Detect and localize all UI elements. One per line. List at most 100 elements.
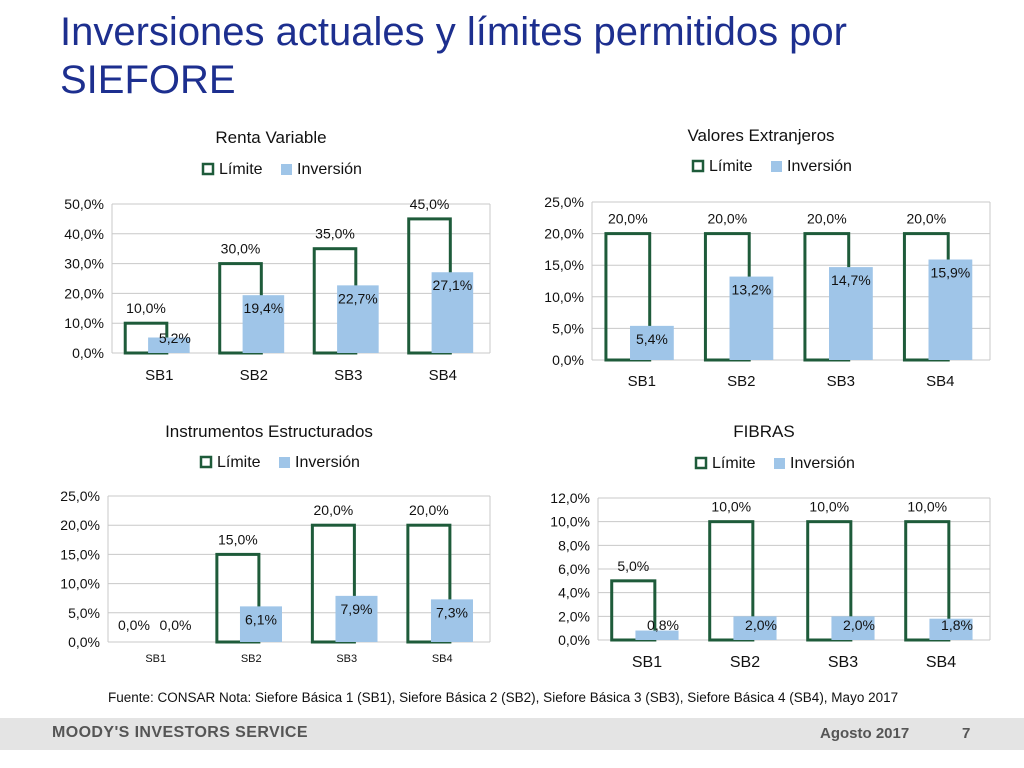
legend: Límite Inversión xyxy=(691,158,852,175)
data-label-inversion-sb4: 7,3% xyxy=(436,604,468,620)
legend: Límite Inversión xyxy=(201,161,362,178)
legend-swatch-inversion xyxy=(774,458,785,469)
chart-title: Instrumentos Estructurados xyxy=(165,422,373,441)
bar-limite-sb3 xyxy=(806,520,853,642)
data-label-limite-sb4: 20,0% xyxy=(409,502,449,518)
source-note: Fuente: CONSAR Nota: Siefore Básica 1 (S… xyxy=(108,690,899,705)
data-label-limite-sb1: 20,0% xyxy=(608,211,648,227)
data-label-limite-sb3: 35,0% xyxy=(315,226,355,242)
bar-inversion-sb2 xyxy=(733,616,777,640)
legend-label-limite: Límite xyxy=(217,454,261,471)
bar-inversion-sb3 xyxy=(335,595,378,642)
chart-svg: Renta Variable Límite Inversión 0,0% 10,0% 20… xyxy=(64,128,491,384)
x-tick-label-sb3: SB3 xyxy=(336,653,357,665)
x-tick-label-sb4: SB4 xyxy=(432,653,453,665)
legend-swatch-limite xyxy=(201,162,215,176)
x-tick-label-sb4: SB4 xyxy=(429,367,457,384)
x-tick-label-sb1: SB1 xyxy=(628,373,656,390)
data-label-inversion-sb3: 7,9% xyxy=(341,601,373,617)
data-label-limite-sb2: 20,0% xyxy=(707,211,747,227)
y-tick-label: 8,0% xyxy=(558,537,590,553)
data-label-inversion-sb1: 5,2% xyxy=(159,330,191,346)
data-label-inversion-sb4: 15,9% xyxy=(931,265,971,281)
legend: Límite Inversión xyxy=(694,455,855,472)
y-tick-label: 2,0% xyxy=(558,608,590,624)
chart-instrumentos-estructurados: Instrumentos Estructurados Límite Inversió… xyxy=(20,412,510,684)
bar-limite-sb1 xyxy=(604,232,652,362)
data-label-inversion-sb4: 1,8% xyxy=(941,617,973,633)
legend-swatch-limite xyxy=(691,159,705,173)
bar-limite-sb2 xyxy=(708,520,755,642)
x-tick-label-sb4: SB4 xyxy=(926,373,954,390)
y-tick-label: 15,0% xyxy=(60,546,100,562)
chart-title: FIBRAS xyxy=(733,422,794,441)
data-label-limite-sb1: 10,0% xyxy=(126,300,166,316)
chart-title: Renta Variable xyxy=(215,128,326,147)
y-tick-label: 30,0% xyxy=(64,256,104,272)
legend-label-inversion: Inversión xyxy=(297,161,362,178)
y-tick-label: 25,0% xyxy=(544,194,584,210)
bar-limite-sb1 xyxy=(610,579,657,642)
bar-limite-sb4 xyxy=(406,523,452,644)
footer-bar: MOODY'S INVESTORS SERVICE Agosto 2017 7 xyxy=(0,718,1024,750)
y-tick-label: 5,0% xyxy=(68,605,100,621)
data-label-inversion-sb3: 14,7% xyxy=(831,272,871,288)
legend-label-limite: Límite xyxy=(712,455,756,472)
bar-inversion-sb4 xyxy=(431,272,474,353)
data-label-limite-sb3: 20,0% xyxy=(314,502,354,518)
y-tick-label: 20,0% xyxy=(544,226,584,242)
footer-brand: MOODY'S INVESTORS SERVICE xyxy=(52,724,308,741)
y-tick-label: 25,0% xyxy=(60,488,100,504)
x-tick-label-sb3: SB3 xyxy=(827,373,855,390)
x-tick-label-sb2: SB2 xyxy=(727,373,755,390)
footer-date: Agosto 2017 xyxy=(820,725,910,742)
x-tick-label-sb2: SB2 xyxy=(730,654,760,671)
chart-fibras: FIBRAS Límite Inversión 0,0% 2,0% 4,0% 6,0% 8,0… xyxy=(520,412,1010,684)
bar-inversion-sb4 xyxy=(929,618,973,640)
x-tick-label-sb2: SB2 xyxy=(241,653,262,665)
chart-valores-extranjeros: Valores Extranjeros Límite Inversión 0,0% 5,… xyxy=(520,118,1010,403)
data-label-limite-sb3: 20,0% xyxy=(807,211,847,227)
y-tick-label: 10,0% xyxy=(60,576,100,592)
y-tick-label: 50,0% xyxy=(64,196,104,212)
data-label-inversion-sb3: 2,0% xyxy=(843,617,875,633)
legend-label-inversion: Inversión xyxy=(295,454,360,471)
bar-inversion-sb3 xyxy=(337,285,379,353)
legend: Límite Inversión xyxy=(199,454,360,471)
chart-svg: Valores Extranjeros Límite Inversión 0,0% 5,… xyxy=(544,126,991,390)
data-label-limite-sb2: 10,0% xyxy=(711,499,751,515)
legend-label-limite: Límite xyxy=(709,158,753,175)
y-tick-label: 0,0% xyxy=(68,634,100,650)
x-tick-label-sb1: SB1 xyxy=(145,653,166,665)
data-label-inversion-sb1: 5,4% xyxy=(636,331,668,347)
x-tick-label-sb1: SB1 xyxy=(632,654,662,671)
chart-svg: FIBRAS Límite Inversión 0,0% 2,0% 4,0% 6,0% 8,0… xyxy=(550,422,991,671)
x-tick-label-sb1: SB1 xyxy=(145,367,173,384)
data-label-inversion-sb4: 27,1% xyxy=(433,277,473,293)
legend-swatch-inversion xyxy=(279,457,290,468)
data-label-limite-sb1: 5,0% xyxy=(617,558,649,574)
y-tick-label: 12,0% xyxy=(550,490,590,506)
bar-inversion-sb1 xyxy=(630,325,674,360)
legend-swatch-limite xyxy=(199,455,213,469)
bar-inversion-sb1 xyxy=(148,337,190,353)
y-tick-label: 20,0% xyxy=(64,285,104,301)
data-label-limite-sb4: 45,0% xyxy=(410,196,450,212)
bar-inversion-sb4 xyxy=(430,599,474,642)
bar-inversion-sb2 xyxy=(242,295,285,353)
data-label-limite-sb2: 15,0% xyxy=(218,531,258,547)
legend-swatch-inversion xyxy=(771,161,782,172)
data-label-limite-sb4: 20,0% xyxy=(906,211,946,227)
x-tick-label-sb3: SB3 xyxy=(334,367,362,384)
data-label-limite-sb4: 10,0% xyxy=(907,499,947,515)
bar-inversion-sb3 xyxy=(831,616,875,640)
data-label-limite-sb3: 10,0% xyxy=(809,499,849,515)
legend-swatch-limite xyxy=(694,456,708,470)
x-tick-label-sb3: SB3 xyxy=(828,654,858,671)
bar-inversion-sb1 xyxy=(635,630,679,640)
bar-inversion-sb4 xyxy=(928,259,973,360)
y-tick-label: 0,0% xyxy=(558,632,590,648)
data-label-inversion-sb2: 13,2% xyxy=(732,282,772,298)
bar-inversion-sb2 xyxy=(239,606,283,642)
y-tick-label: 10,0% xyxy=(544,289,584,305)
